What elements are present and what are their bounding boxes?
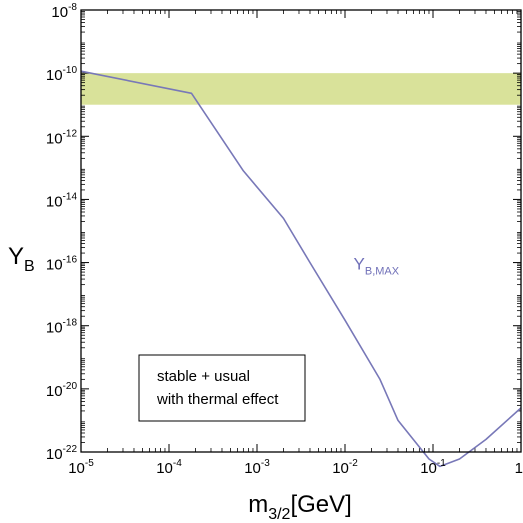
series-label-sub: B,MAX <box>365 266 400 278</box>
annotation-box: stable + usual with thermal effect <box>138 354 306 422</box>
x-axis-label-base: m <box>248 491 268 518</box>
y-tick-label-base: 10 <box>46 257 63 274</box>
x-tick-label: 10-5 <box>68 458 94 477</box>
y-tick-label: 10-22 <box>46 444 78 463</box>
x-tick-labels: 10-5 10-4 10-3 10-2 10-1 1 <box>68 458 523 477</box>
y-tick-label: 10-14 <box>46 191 78 210</box>
x-tick-label-exp: -1 <box>437 458 446 469</box>
x-tick-label-exp: -4 <box>173 458 182 469</box>
series-line <box>80 70 522 468</box>
y-tick-label-base: 10 <box>46 320 63 337</box>
x-tick-label-base: 10 <box>68 460 85 477</box>
x-tick-label-exp: -2 <box>349 458 358 469</box>
series-label-base: Y <box>354 255 365 274</box>
x-tick-label: 1 <box>515 460 523 477</box>
x-tick-label: 10-4 <box>156 458 182 477</box>
x-tick-label-exp: -5 <box>85 458 94 469</box>
y-tick-label-exp: -16 <box>63 255 78 266</box>
minor-tick-layer <box>81 10 521 452</box>
x-tick-label-base: 10 <box>156 460 173 477</box>
y-tick-label-base: 10 <box>46 67 63 84</box>
series-layer <box>80 70 522 468</box>
x-tick-label-exp: -3 <box>261 458 270 469</box>
annotation-box-border <box>138 354 306 422</box>
series-label: YB,MAX <box>354 255 400 278</box>
y-tick-label-base: 10 <box>46 130 63 147</box>
x-axis-label-rest: [GeV] <box>290 491 351 518</box>
annotation-line-1: stable + usual <box>157 368 250 385</box>
y-tick-label: 10-18 <box>46 318 78 337</box>
band-layer <box>81 73 521 105</box>
y-tick-label-exp: -18 <box>63 318 78 329</box>
y-tick-label: 10-20 <box>46 381 78 400</box>
y-tick-label-exp: -20 <box>63 381 78 392</box>
y-tick-label-exp: -14 <box>63 191 78 202</box>
x-tick-label-base: 10 <box>244 460 261 477</box>
y-tick-label: 10-16 <box>46 255 78 274</box>
x-tick-label: 10-3 <box>244 458 270 477</box>
y-axis-label: YB <box>8 243 35 275</box>
y-tick-label-base: 10 <box>46 446 63 463</box>
x-tick-label-base: 10 <box>332 460 349 477</box>
y-axis-label-base: Y <box>8 243 24 270</box>
y-tick-label-base: 10 <box>51 4 68 21</box>
y-axis-label-sub: B <box>24 258 35 275</box>
x-tick-label: 10-2 <box>332 458 358 477</box>
x-tick-label-base: 10 <box>420 460 437 477</box>
y-tick-label: 10-8 <box>51 2 77 21</box>
y-tick-label-base: 10 <box>46 383 63 400</box>
annotation-line-2: with thermal effect <box>156 391 279 408</box>
y-tick-label-exp: -10 <box>63 65 78 76</box>
plot-frame <box>80 9 522 453</box>
y-tick-label-exp: -22 <box>63 444 78 455</box>
y-tick-label-exp: -8 <box>68 2 77 13</box>
y-tick-label-base: 10 <box>46 193 63 210</box>
observed-band <box>81 73 521 105</box>
y-tick-label: 10-10 <box>46 65 78 84</box>
x-axis-label: m3/2[GeV] <box>248 491 352 523</box>
y-tick-label: 10-12 <box>46 128 78 147</box>
x-tick-label-base: 1 <box>515 460 523 477</box>
y-tick-label-exp: -12 <box>63 128 78 139</box>
x-axis-label-sub: 3/2 <box>268 506 290 523</box>
x-tick-label: 10-1 <box>420 458 446 477</box>
